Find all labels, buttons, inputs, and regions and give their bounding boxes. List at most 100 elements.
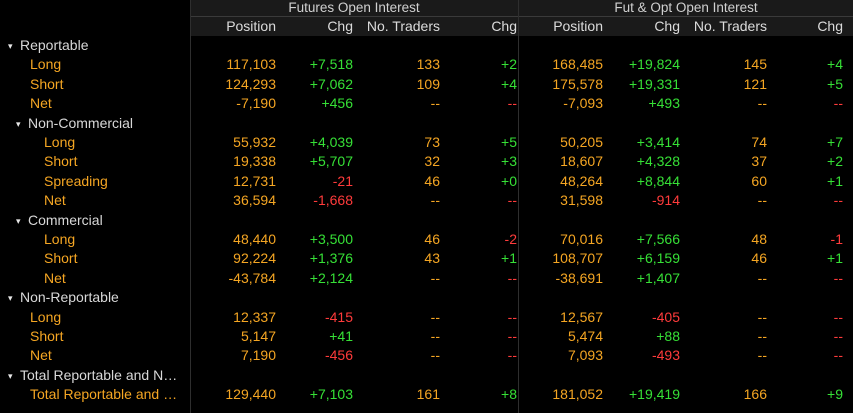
cell-traders-chg: +4 <box>501 75 517 92</box>
section-label: ▾ Non-Commercial <box>16 114 188 133</box>
table-section-row[interactable]: ▾ Non-Commercial <box>0 114 853 133</box>
column-header-position[interactable]: Position <box>553 18 603 34</box>
table-row[interactable]: Short 19,338 +5,707 32 +3 18,607 +4,328 37 +2 <box>0 152 853 171</box>
cell-chg: -914 <box>651 192 680 209</box>
cell-no-traders: -- <box>430 95 440 112</box>
cell-traders-chg: +4 <box>827 56 843 73</box>
column-header-traders-chg[interactable]: Chg <box>817 18 843 34</box>
cell-chg: +8,844 <box>636 172 680 189</box>
cell-position: 181,052 <box>552 386 603 403</box>
cell-no-traders: -- <box>757 308 767 325</box>
row-label: Short <box>30 75 188 94</box>
cell-traders-chg: -- <box>507 95 517 112</box>
table-row[interactable]: Spreading 12,731 -21 46 +0 48,264 +8,844 60 +1 <box>0 172 853 191</box>
table-row[interactable]: Net 7,190 -456 -- -- 7,093 -493 -- -- <box>0 346 853 365</box>
cell-position: 124,293 <box>225 75 276 92</box>
row-label: Short <box>44 249 188 268</box>
cell-chg: +2,124 <box>309 269 353 286</box>
cell-position: 12,567 <box>560 308 603 325</box>
column-header-no-traders[interactable]: No. Traders <box>693 18 767 34</box>
cell-traders-chg: +7 <box>827 134 843 150</box>
cell-no-traders: 74 <box>751 134 767 150</box>
cell-chg: +7,062 <box>309 75 353 92</box>
table-row[interactable]: Long 48,440 +3,500 46 -2 70,016 +7,566 48 -1 <box>0 230 853 249</box>
cell-chg: +6,159 <box>636 250 680 267</box>
cell-no-traders: 43 <box>424 250 440 267</box>
section-label: ▾ Reportable <box>8 36 188 55</box>
table-row[interactable]: Total Reportable and … 129,440 +7,103 161 +8… <box>0 385 853 404</box>
cell-no-traders: -- <box>757 95 767 112</box>
cell-traders-chg: -- <box>833 95 843 112</box>
row-label: Long <box>30 55 188 74</box>
column-header-no-traders[interactable]: No. Traders <box>366 18 440 34</box>
cell-no-traders: -- <box>757 328 767 344</box>
table-row[interactable]: Long 55,932 +4,039 73 +5 50,205 +3,414 74 +7 <box>0 133 853 152</box>
cell-no-traders: 48 <box>751 231 767 247</box>
collapse-toggle-icon[interactable]: ▾ <box>8 41 13 51</box>
cell-chg: -405 <box>651 308 680 325</box>
table-row[interactable]: Short 5,147 +41 -- -- 5,474 +88 -- -- <box>0 327 853 346</box>
column-header-chg[interactable]: Chg <box>654 18 680 34</box>
header-group-futures: Futures Open Interest <box>190 0 518 17</box>
cell-position: 7,093 <box>567 347 603 364</box>
cell-no-traders: -- <box>430 328 440 344</box>
cell-no-traders: -- <box>430 269 440 286</box>
cell-position: -38,691 <box>555 269 603 286</box>
table-row[interactable]: Short 124,293 +7,062 109 +4 175,578 +19,331 121… <box>0 75 853 94</box>
table-row[interactable]: Net 36,594 -1,668 -- -- 31,598 -914 -- -- <box>0 191 853 210</box>
cell-position: 50,205 <box>560 134 603 150</box>
column-header-traders-chg[interactable]: Chg <box>491 18 517 34</box>
cell-position: 108,707 <box>552 250 603 267</box>
column-header-position[interactable]: Position <box>226 18 276 34</box>
cell-traders-chg: -- <box>833 328 843 344</box>
cell-chg: +7,518 <box>309 56 353 73</box>
table-section-row[interactable]: ▾ Non-Reportable <box>0 288 853 307</box>
collapse-toggle-icon[interactable]: ▾ <box>16 118 21 129</box>
cell-chg: +19,331 <box>629 75 680 92</box>
collapse-toggle-icon[interactable]: ▾ <box>8 370 13 381</box>
cell-position: 18,607 <box>560 153 603 170</box>
row-label-text: Short <box>30 75 64 92</box>
table-row[interactable]: Long 117,103 +7,518 133 +2 168,485 +19,824 145 +… <box>0 55 853 74</box>
table-row[interactable]: Short 92,224 +1,376 43 +1 108,707 +6,159 46 +1 <box>0 249 853 268</box>
row-label-text: Long <box>44 231 76 247</box>
header-group-fut-opt: Fut & Opt Open Interest <box>519 0 853 17</box>
table-row[interactable]: Long 12,337 -415 -- -- 12,567 -405 -- -- <box>0 308 853 327</box>
cell-traders-chg: +1 <box>827 250 843 267</box>
cell-traders-chg: +9 <box>827 386 843 403</box>
table-section-row[interactable]: ▾ Reportable <box>0 36 853 55</box>
row-label: Short <box>44 152 188 171</box>
row-label: Long <box>44 133 188 152</box>
cell-position: 70,016 <box>560 231 603 247</box>
cell-no-traders: 161 <box>416 386 440 403</box>
cell-position: 36,594 <box>233 192 276 209</box>
cell-position: 117,103 <box>226 56 276 73</box>
table-row[interactable]: Net -7,190 +456 -- -- -7,093 +493 -- -- <box>0 94 853 113</box>
cell-chg: +3,414 <box>636 134 680 150</box>
column-divider <box>190 0 191 413</box>
row-label: Long <box>30 308 188 327</box>
collapse-toggle-icon[interactable]: ▾ <box>16 215 21 226</box>
row-label-text: Commercial <box>28 211 103 228</box>
cell-traders-chg: -- <box>833 347 843 364</box>
row-label-text: Reportable <box>20 37 89 53</box>
cell-traders-chg: +1 <box>501 250 517 267</box>
cell-chg: +7,566 <box>636 231 680 247</box>
cell-chg: +3,500 <box>309 231 353 247</box>
cell-no-traders: -- <box>430 192 440 209</box>
collapse-toggle-icon[interactable]: ▾ <box>8 293 13 304</box>
row-label-text: Short <box>30 328 64 344</box>
row-label: Short <box>30 327 188 346</box>
column-header-chg[interactable]: Chg <box>327 18 353 34</box>
cell-traders-chg: -- <box>833 308 843 325</box>
table-row[interactable]: Net -43,784 +2,124 -- -- -38,691 +1,407 -- -- <box>0 269 853 288</box>
row-label: Total Reportable and … <box>30 385 188 404</box>
cell-chg: +7,103 <box>309 386 353 403</box>
table-section-row[interactable]: ▾ Commercial <box>0 211 853 230</box>
header-background <box>190 0 853 36</box>
table-section-row[interactable]: ▾ Total Reportable and N… <box>0 366 853 385</box>
cell-no-traders: 37 <box>751 153 767 170</box>
row-label-text: Short <box>44 250 78 267</box>
cell-no-traders: 145 <box>743 56 767 73</box>
cell-no-traders: 73 <box>424 134 440 150</box>
